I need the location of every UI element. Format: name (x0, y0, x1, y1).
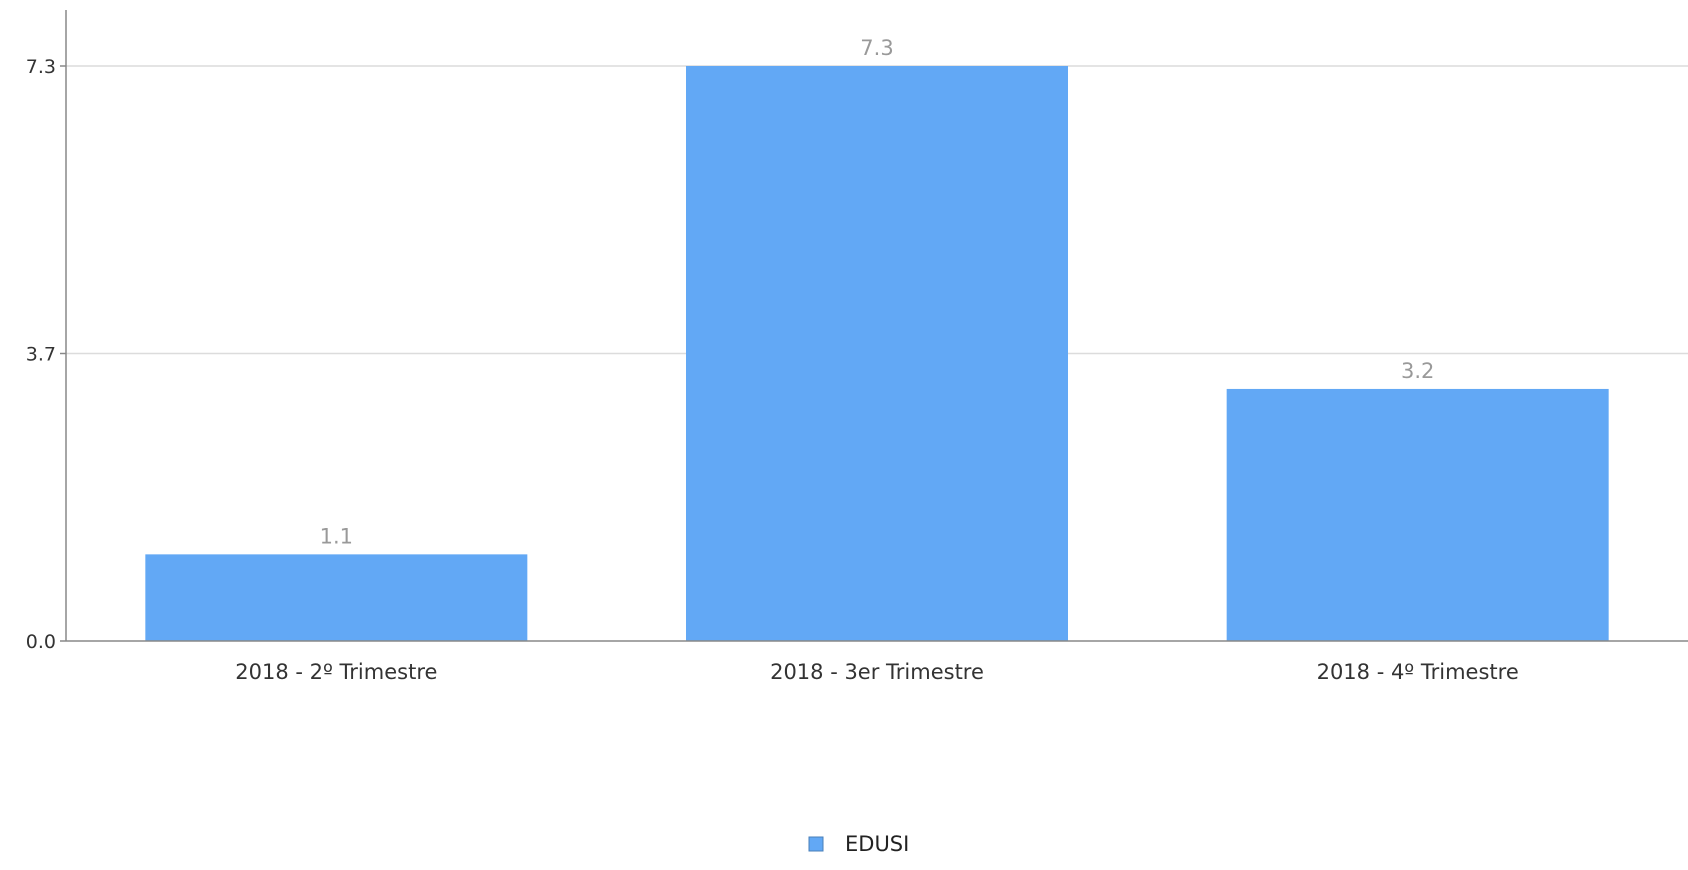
data-label: 3.2 (1401, 359, 1434, 383)
y-tick-label: 0.0 (26, 631, 56, 653)
bars (145, 66, 1609, 641)
legend-swatch[interactable] (808, 836, 824, 852)
legend-label[interactable]: EDUSI (845, 832, 909, 856)
labels: 0.0 3.7 7.3 1.1 2018 - 2º Trimestre 7.3 2018 -… (26, 36, 1519, 684)
axes (60, 10, 1688, 642)
legend[interactable]: EDUSI (808, 832, 909, 856)
y-tick-label: 3.7 (26, 344, 56, 366)
bar[interactable] (686, 66, 1068, 641)
data-label: 1.1 (320, 524, 353, 548)
data-label: 7.3 (860, 36, 893, 60)
bar[interactable] (145, 554, 528, 641)
x-tick-label: 2018 - 2º Trimestre (235, 660, 437, 684)
x-tick-label: 2018 - 4º Trimestre (1317, 660, 1519, 684)
y-tick-label: 7.3 (26, 56, 56, 78)
bar[interactable] (1226, 388, 1609, 641)
x-tick-label: 2018 - 3er Trimestre (770, 660, 984, 684)
